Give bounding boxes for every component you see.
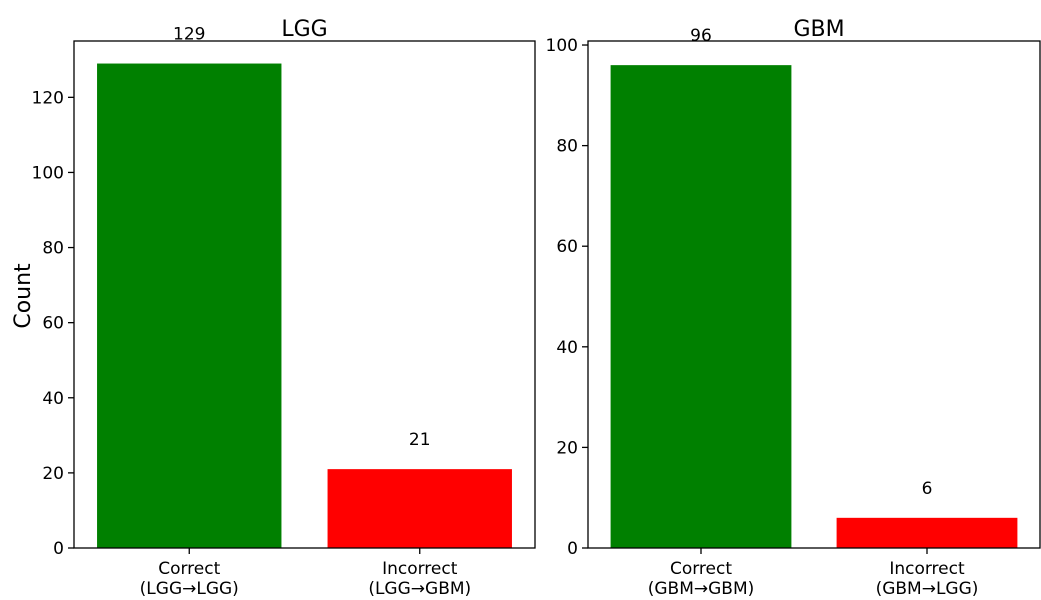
y-tick-label: 80 — [42, 239, 64, 259]
x-tick-label: (GBM→LGG) — [876, 579, 979, 599]
y-tick-label: 40 — [42, 389, 64, 409]
x-tick-label: Correct — [158, 559, 220, 579]
x-tick-label: (LGG→GBM) — [368, 579, 471, 599]
y-axis-label: Count — [11, 263, 36, 329]
y-tick-label: 0 — [53, 539, 64, 559]
y-tick-label: 80 — [556, 137, 578, 157]
y-tick-label: 60 — [42, 314, 64, 334]
y-tick-label: 100 — [32, 163, 64, 183]
x-tick-label: Incorrect — [889, 559, 965, 579]
y-tick-label: 40 — [556, 338, 578, 358]
data-label: 129 — [173, 25, 205, 45]
data-label: 21 — [409, 430, 431, 450]
axes-frame — [73, 40, 536, 549]
data-label: 6 — [922, 479, 933, 499]
chart-title: GBM — [793, 17, 844, 42]
y-tick-label: 60 — [556, 237, 578, 257]
bar-0 — [97, 63, 282, 549]
x-tick-label: (GBM→GBM) — [648, 579, 755, 599]
chart-panel-gbm: GBM 96 Correct(GBM→GBM) 6 Incorrect(GBM→LGG… — [546, 17, 1041, 599]
y-tick-label: 20 — [42, 464, 64, 484]
chart-panel-lgg: LGG 129 Correct(LGG→LGG) 21 Incorrect(LGG→G… — [32, 17, 536, 599]
x-tick-label: Correct — [670, 559, 732, 579]
y-tick-label: 100 — [546, 36, 578, 56]
y-tick-label: 20 — [556, 438, 578, 458]
y-tick-label: 120 — [32, 88, 64, 108]
data-label: 96 — [690, 26, 712, 46]
chart-title: LGG — [281, 17, 327, 42]
x-tick-label: Incorrect — [382, 559, 458, 579]
bar-1 — [327, 469, 512, 548]
axes-frame — [587, 40, 1041, 549]
bar-1 — [836, 517, 1018, 548]
bar-0 — [610, 65, 792, 549]
x-tick-label: (LGG→LGG) — [140, 579, 239, 599]
y-tick-label: 0 — [567, 539, 578, 559]
